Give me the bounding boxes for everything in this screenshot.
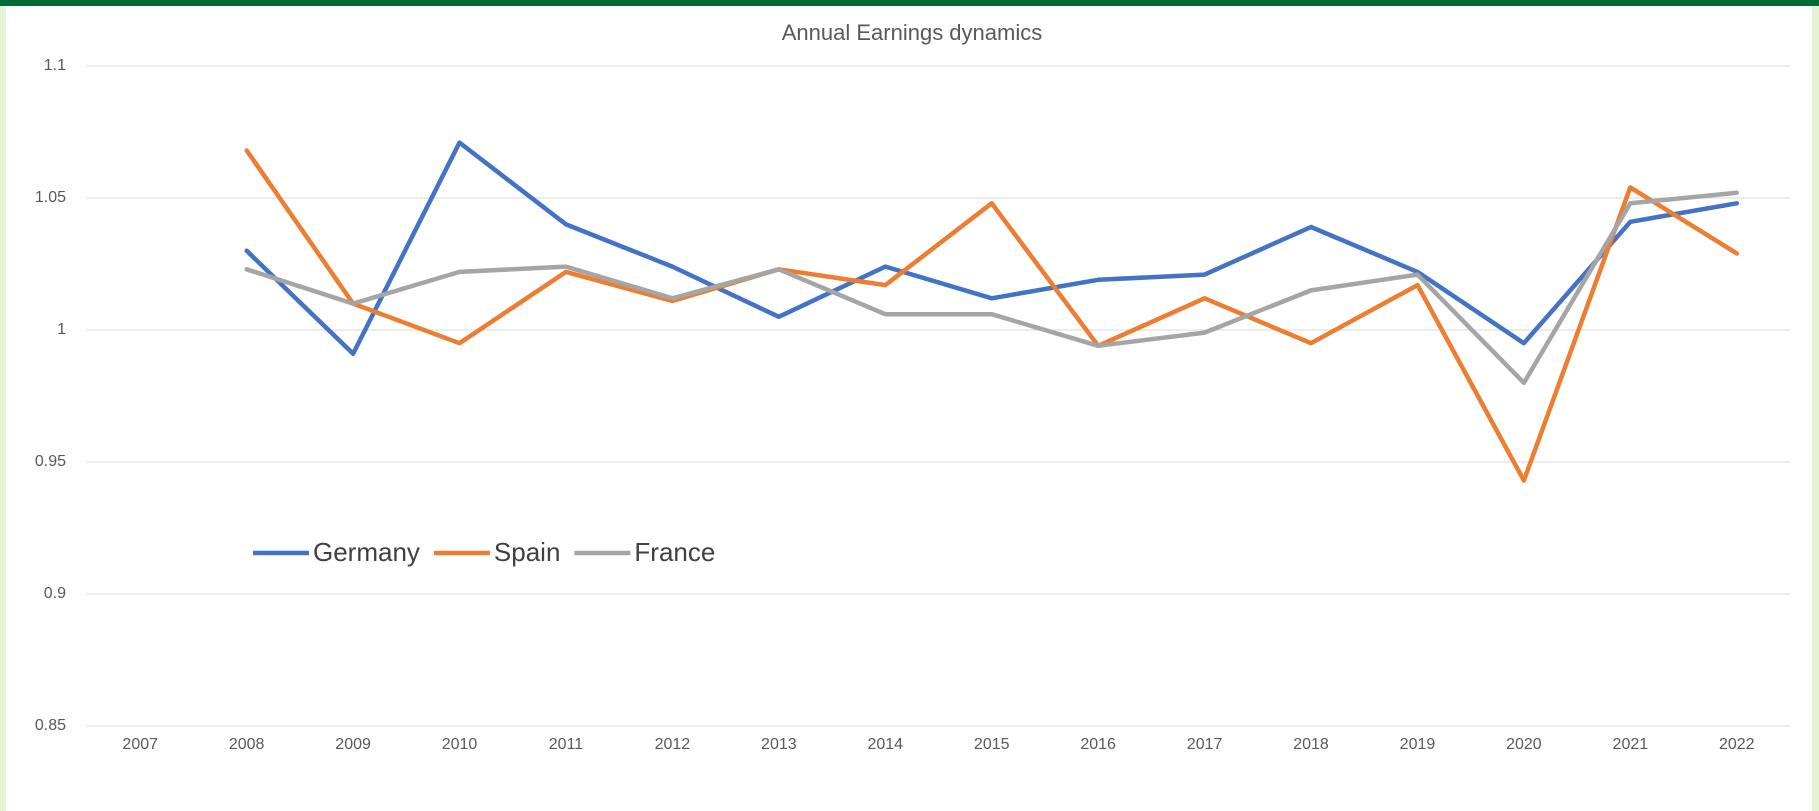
y-tick-label: 1: [57, 321, 66, 338]
y-tick-label: 0.95: [35, 453, 66, 470]
y-tick-label: 0.9: [44, 585, 66, 602]
x-tick-label: 2013: [761, 736, 797, 753]
chart-title: Annual Earnings dynamics: [782, 20, 1042, 45]
legend-label: Germany: [313, 537, 420, 567]
series-line: [244, 148, 1740, 483]
y-tick-label: 1.1: [44, 57, 66, 74]
x-tick-label: 2019: [1400, 736, 1436, 753]
x-tick-label: 2018: [1293, 736, 1329, 753]
x-tick-label: 2016: [1080, 736, 1116, 753]
x-tick-label: 2010: [442, 736, 478, 753]
left-strip: [0, 6, 6, 811]
legend-label: France: [634, 537, 715, 567]
x-tick-label: 2009: [335, 736, 371, 753]
x-tick-label: 2020: [1506, 736, 1542, 753]
right-strip: [1812, 6, 1819, 811]
x-tick-label: 2011: [549, 736, 584, 753]
x-tick-label: 2021: [1613, 736, 1649, 753]
legend-label: Spain: [494, 537, 561, 567]
x-tick-label: 2022: [1719, 736, 1755, 753]
series-line: [244, 190, 1740, 386]
x-tick-label: 2008: [229, 736, 265, 753]
x-tick-label: 2007: [122, 736, 158, 753]
top-bar: [0, 0, 1819, 6]
y-tick-label: 0.85: [35, 717, 66, 734]
series-line: [244, 140, 1740, 357]
x-tick-label: 2012: [655, 736, 691, 753]
y-tick-label: 1.05: [35, 189, 66, 206]
x-tick-label: 2017: [1187, 736, 1223, 753]
x-tick-label: 2015: [974, 736, 1010, 753]
x-tick-label: 2014: [867, 736, 903, 753]
